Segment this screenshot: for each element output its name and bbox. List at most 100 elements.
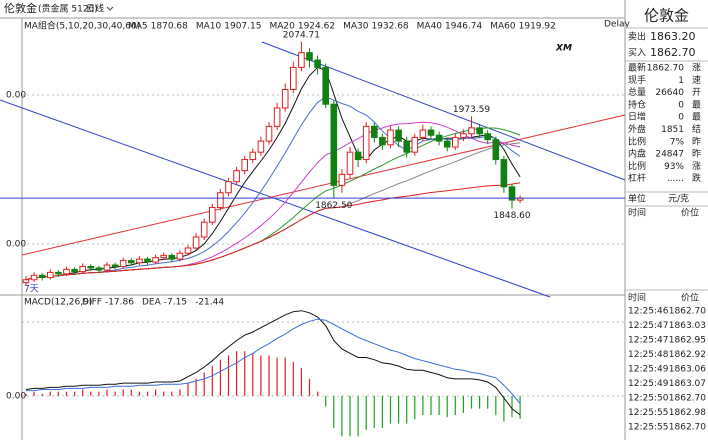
row-label: 最新 [628,62,646,74]
row-label: 日增 [628,111,646,123]
row-value: 24847 [655,150,684,160]
ma-value: 1946.74 [445,22,482,32]
tick-time: 12:25:46 [628,307,669,317]
tick-time: 12:25:50 [628,394,669,404]
row-value: 93% [664,162,684,172]
candle-body [136,258,143,264]
tick-time: 12:25:47 [628,336,668,346]
ma-name: MA30 [343,22,369,32]
row-value: 1 [678,76,684,86]
candle-body [55,271,62,275]
candle-body [484,133,491,141]
row-label: 总量 [628,86,646,98]
candle-body [346,151,354,175]
tick-price: 1863.07 [669,379,706,389]
row-value: 26640 [655,88,684,98]
row-label: 比例 [628,160,646,172]
row-label: 杠杆 [628,172,646,184]
macd-value: -17.86 [105,298,134,308]
ma-name: MA20 [269,22,295,32]
row-value: 1851 [661,125,684,135]
candle-body [492,139,500,161]
row-value: 1862.70 [647,64,684,74]
row-value: 0 [678,100,684,110]
price-annotation: 1973.59 [453,105,490,115]
row-extra: 涨 [692,63,701,74]
tick-price: 1863.06 [669,365,706,375]
candle-body [306,52,313,61]
candle-body [30,274,38,281]
row-extra: 涨 [692,161,701,172]
row-label: 持仓 [628,98,646,110]
unit-value: 元/克 [668,194,689,205]
candle-body [184,247,192,254]
left-label: 0.00 [6,240,26,250]
candle-body [273,107,281,127]
candle-body [435,134,443,142]
panel-title: 伦敦金 [644,7,689,25]
candle-body [452,136,459,148]
candle-body [298,52,305,68]
tick-time: 12:25:49 [628,379,669,389]
candle-body [362,125,370,161]
candle-body [95,267,103,271]
price-annotation: 1862.50 [315,201,352,211]
row-label: 外盘 [628,123,646,135]
row-extra: 跌 [692,173,701,184]
ma-name: MA10 [196,22,222,32]
ma-name: MA5 [128,22,148,32]
candle-body [119,260,127,267]
candle-body [411,136,419,153]
candle-body [111,264,119,267]
macd-dea [26,318,521,404]
candle-body [281,89,289,109]
candle-body [290,66,297,91]
ma-line [25,182,521,281]
row-extra: 速 [692,75,701,86]
ma-name: MA40 [417,22,443,32]
price-annotation: 2074.71 [283,30,320,40]
macd-value: -7.15 [164,298,187,308]
candle-body [71,268,78,273]
row-extra: 最 [692,112,701,123]
candle-body [257,140,265,153]
candle-body [322,66,329,105]
tick-price: 1862.98 [669,408,706,418]
row-extra: 结 [692,123,701,135]
candle-body [379,136,386,146]
symbol-name[interactable]: 伦敦金 [4,1,37,15]
row-extra: 开 [692,87,701,98]
tick-price: 1862.92 [669,350,706,360]
candle-body [160,254,167,259]
candle-body [152,257,159,263]
candle-body [508,186,516,201]
ma-value: 1924.62 [298,22,335,32]
left-label: 0.00 [6,91,26,101]
price-annotation: 1848.60 [493,211,530,221]
tick-time: 12:25:55 [628,423,668,433]
tick-time: 12:25:47 [628,321,668,331]
macd-axis-label: 0.00 [6,392,26,402]
candle-body [249,151,257,161]
candle-body [427,129,435,136]
candle-body [168,254,176,260]
macd-label: MACD(12,26,9) [24,298,92,308]
period[interactable]: 日线 [86,3,104,15]
candle-body [338,173,346,186]
candle-body [103,264,111,271]
row-value: 7% [670,137,685,147]
col-head: 时间 [628,292,646,304]
row-value: 0 [678,113,684,123]
trend-line [21,114,626,256]
corner-label: 7天 [24,285,39,295]
candle-body [128,260,135,264]
ma-value: 1907.15 [224,22,261,32]
col-head: 价位 [681,292,699,304]
candle-body [395,129,402,142]
dropdown-arrow[interactable] [106,6,114,11]
row-label: 内盘 [628,148,646,160]
logo: XM [555,44,572,54]
row-label: 比例 [628,135,646,147]
tick-time: 12:25:55 [628,408,668,418]
row-value: ...... [667,174,684,184]
